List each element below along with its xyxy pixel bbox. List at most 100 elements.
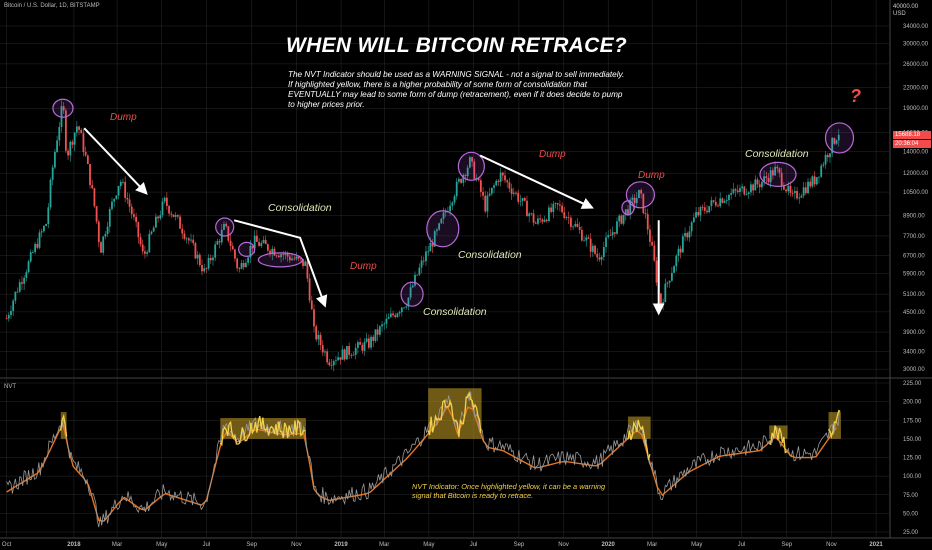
nvt-highlighted-line bbox=[219, 416, 306, 447]
candle-body bbox=[249, 245, 252, 258]
candle-body bbox=[559, 204, 561, 206]
candle-body bbox=[725, 200, 728, 201]
candle-body bbox=[58, 126, 61, 141]
candle-body bbox=[21, 282, 23, 284]
nvt-highlighted-line bbox=[427, 390, 482, 438]
candle-body bbox=[53, 152, 56, 168]
candle-body bbox=[818, 176, 820, 178]
candle-body bbox=[631, 197, 634, 200]
candle-body bbox=[126, 197, 129, 200]
candle-body bbox=[277, 255, 280, 258]
candle-body bbox=[179, 216, 181, 229]
candle-body bbox=[515, 192, 517, 194]
candle-body bbox=[405, 306, 408, 308]
candle-body bbox=[174, 215, 177, 217]
candle-body bbox=[75, 126, 78, 133]
candle-body bbox=[675, 255, 678, 267]
candle-body bbox=[460, 178, 463, 183]
candle-body bbox=[554, 203, 557, 204]
candle-body bbox=[747, 192, 750, 195]
candle-body bbox=[624, 209, 627, 215]
candle-body bbox=[594, 245, 596, 254]
candle-body bbox=[381, 324, 383, 327]
candle-body bbox=[420, 260, 423, 268]
candle-body bbox=[548, 207, 550, 222]
candle-body bbox=[763, 176, 766, 182]
candle-body bbox=[833, 137, 836, 144]
candle-body bbox=[291, 258, 293, 261]
candle-body bbox=[723, 200, 726, 203]
candle-body bbox=[765, 176, 768, 179]
candle-body bbox=[73, 132, 76, 145]
candle-body bbox=[758, 184, 761, 188]
candle-body bbox=[238, 268, 241, 270]
candle-body bbox=[64, 110, 67, 151]
candle-body bbox=[363, 341, 366, 351]
highlight-circle bbox=[625, 181, 656, 209]
candle-body bbox=[359, 342, 361, 345]
symbol-label: Bitcoin / U.S. Dollar, 1D, BITSTAMP bbox=[4, 3, 100, 9]
candle-body bbox=[673, 266, 675, 273]
candle-body bbox=[209, 257, 212, 261]
candle-body bbox=[245, 262, 247, 268]
candle-body bbox=[653, 245, 656, 261]
time-tick-label: Nov bbox=[558, 542, 569, 548]
headline: WHEN WILL BITCOIN RETRACE? bbox=[286, 34, 628, 57]
candle-body bbox=[791, 192, 794, 194]
candle-body bbox=[387, 317, 390, 319]
candle-body bbox=[409, 287, 412, 298]
candle-body bbox=[574, 223, 577, 227]
candle-body bbox=[605, 237, 607, 248]
candle-body bbox=[431, 243, 434, 247]
candle-body bbox=[346, 346, 348, 360]
candle-body bbox=[80, 129, 83, 134]
price-tick-label: 8900.00 bbox=[903, 213, 925, 219]
candle-body bbox=[139, 237, 142, 245]
candle-body bbox=[479, 180, 482, 192]
candle-body bbox=[717, 205, 719, 207]
candle-body bbox=[422, 260, 425, 262]
annotation-consolidation-3: Consolidation bbox=[423, 306, 487, 318]
price-tick-label: 34000.00 bbox=[903, 24, 929, 30]
time-tick-label: Jul bbox=[470, 542, 478, 548]
candle-body bbox=[302, 258, 304, 267]
candle-body bbox=[196, 254, 199, 259]
candle-body bbox=[231, 245, 234, 250]
candle-body bbox=[837, 134, 840, 141]
candle-body bbox=[829, 153, 831, 158]
price-tick-label: 3400.00 bbox=[903, 349, 925, 355]
candle-body bbox=[324, 351, 326, 353]
candle-body bbox=[534, 222, 537, 224]
candle-body bbox=[32, 252, 34, 253]
candle-body bbox=[429, 243, 432, 252]
candle-body bbox=[493, 185, 495, 188]
candle-body bbox=[7, 315, 10, 319]
candle-body bbox=[822, 164, 825, 166]
candle-body bbox=[728, 194, 730, 201]
candle-body bbox=[616, 221, 618, 234]
candle-body bbox=[484, 195, 487, 212]
nvt-tick-label: 175.00 bbox=[903, 418, 922, 424]
candle-body bbox=[159, 215, 162, 219]
candle-body bbox=[649, 229, 651, 242]
candle-body bbox=[620, 215, 623, 224]
candle-body bbox=[16, 291, 19, 293]
candle-body bbox=[721, 198, 724, 203]
candle-body bbox=[517, 192, 520, 202]
candle-body bbox=[104, 233, 107, 237]
candle-body bbox=[396, 313, 399, 317]
candle-body bbox=[537, 218, 539, 224]
candle-body bbox=[741, 186, 744, 189]
candle-body bbox=[793, 190, 796, 194]
time-tick-label: Sep bbox=[781, 542, 792, 548]
candle-body bbox=[824, 154, 827, 165]
candle-body bbox=[442, 212, 445, 219]
candle-body bbox=[214, 244, 217, 258]
candle-body bbox=[315, 326, 318, 340]
candle-body bbox=[163, 197, 166, 202]
candle-body bbox=[255, 235, 258, 242]
candle-body bbox=[234, 249, 236, 259]
candle-body bbox=[135, 216, 138, 223]
candle-body bbox=[778, 168, 781, 173]
